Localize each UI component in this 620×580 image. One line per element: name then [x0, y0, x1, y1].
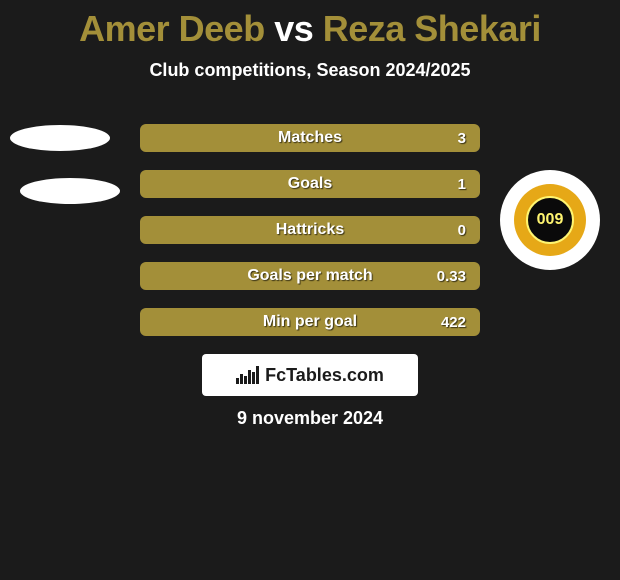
- stat-row: Goals1: [140, 170, 480, 198]
- badge-core: 009: [526, 196, 574, 244]
- stat-right-value: 3: [446, 130, 466, 147]
- stat-label: Matches: [140, 129, 480, 147]
- title-vs: vs: [265, 8, 323, 49]
- stat-row: Goals per match0.33: [140, 262, 480, 290]
- stat-row: Min per goal422: [140, 308, 480, 336]
- badge-glyph: 009: [537, 211, 564, 229]
- player-left-avatar-shape-1: [10, 125, 110, 151]
- brand-text: FcTables.com: [265, 365, 384, 386]
- footer-date: 9 november 2024: [0, 408, 620, 429]
- player-right-club-badge: 009: [500, 170, 600, 270]
- stat-row: Hattricks0: [140, 216, 480, 244]
- stat-right-value: 1: [446, 176, 466, 193]
- stat-right-value: 0: [446, 222, 466, 239]
- stat-label: Goals per match: [140, 267, 480, 285]
- stat-row: Matches3: [140, 124, 480, 152]
- brand-chart-icon: [236, 366, 259, 384]
- subtitle: Club competitions, Season 2024/2025: [0, 60, 620, 81]
- stat-label: Goals: [140, 175, 480, 193]
- title-left-player: Amer Deeb: [79, 8, 265, 49]
- brand-logo: FcTables.com: [202, 354, 418, 396]
- badge-ring: 009: [514, 184, 586, 256]
- stat-label: Min per goal: [140, 313, 480, 331]
- stats-table: Matches3Goals1Hattricks0Goals per match0…: [140, 124, 480, 354]
- stat-right-value: 0.33: [437, 268, 466, 285]
- player-left-avatar-shape-2: [20, 178, 120, 204]
- title-right-player: Reza Shekari: [323, 8, 541, 49]
- comparison-title: Amer Deeb vs Reza Shekari: [0, 0, 620, 50]
- stat-label: Hattricks: [140, 221, 480, 239]
- stat-right-value: 422: [441, 314, 466, 331]
